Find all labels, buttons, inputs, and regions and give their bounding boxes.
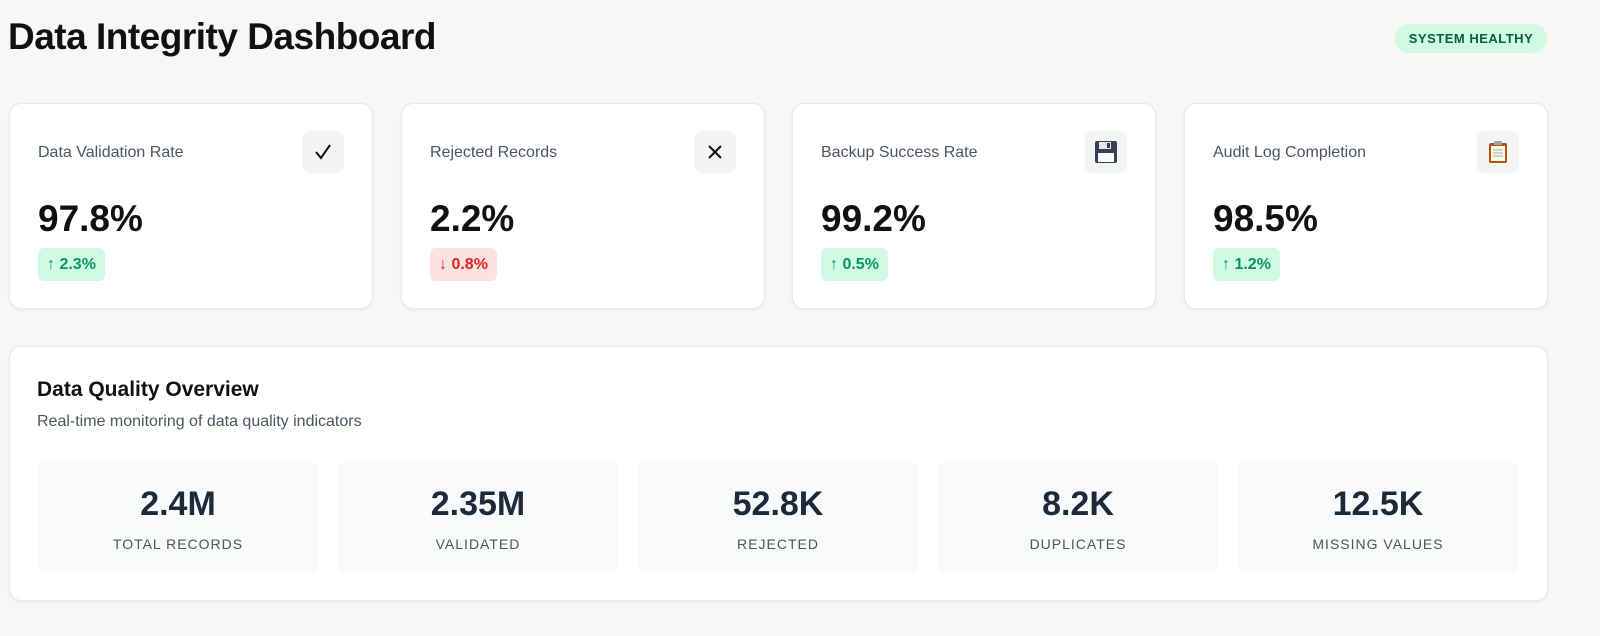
overview-subtitle: Real-time monitoring of data quality ind… (37, 413, 362, 430)
check-icon (315, 144, 331, 160)
stat-label: REJECTED (737, 536, 819, 552)
metric-value: 98.5% (1213, 198, 1318, 239)
stat-label: VALIDATED (435, 536, 521, 552)
stat-box: 2.4M TOTAL RECORDS (37, 461, 319, 572)
metric-icon (1085, 131, 1127, 173)
metric-value: 2.2% (430, 198, 515, 239)
clipboard-icon (1489, 141, 1507, 163)
metric-card: Backup Success Rate 99.2% ↑ 0.5% (792, 103, 1156, 309)
stat-label: MISSING VALUES (1312, 536, 1444, 552)
stat-label: DUPLICATES (1029, 536, 1127, 552)
x-icon (708, 145, 722, 159)
metric-card: Rejected Records 2.2% ↓ 0.8% (401, 103, 765, 309)
stat-value: 52.8K (732, 485, 824, 523)
metric-icon (694, 131, 736, 173)
metric-card: Data Validation Rate 97.8% ↑ 2.3% (9, 103, 373, 309)
stat-box: 2.35M VALIDATED (337, 461, 619, 572)
metric-label: Rejected Records (430, 144, 558, 161)
overview-title: Data Quality Overview (37, 378, 259, 401)
status-badge: SYSTEM HEALTHY (1395, 24, 1547, 53)
metric-change: ↑ 0.5% (821, 248, 888, 281)
stat-value: 2.4M (140, 485, 216, 523)
metric-change: ↑ 2.3% (38, 248, 105, 281)
stat-label: TOTAL RECORDS (112, 536, 244, 552)
stat-box: 12.5K MISSING VALUES (1237, 461, 1519, 572)
stat-value: 12.5K (1332, 485, 1424, 523)
metric-card: Audit Log Completion 98.5% ↑ 1.2% (1184, 103, 1548, 309)
stat-value: 8.2K (1042, 485, 1114, 523)
metric-change: ↓ 0.8% (430, 248, 497, 281)
metric-change: ↑ 1.2% (1213, 248, 1280, 281)
page-title: Data Integrity Dashboard (8, 16, 436, 57)
metric-icon (1477, 131, 1519, 173)
metric-value: 99.2% (821, 198, 926, 239)
stat-box: 8.2K DUPLICATES (937, 461, 1219, 572)
overview-panel: Data Quality Overview Real-time monitori… (9, 346, 1548, 601)
stat-box: 52.8K REJECTED (637, 461, 919, 572)
metric-icon (302, 131, 344, 173)
metric-value: 97.8% (38, 198, 143, 239)
metric-label: Audit Log Completion (1213, 144, 1366, 161)
metric-label: Backup Success Rate (821, 144, 978, 161)
stat-value: 2.35M (430, 485, 526, 523)
disk-icon (1095, 141, 1117, 163)
metric-label: Data Validation Rate (38, 144, 184, 161)
